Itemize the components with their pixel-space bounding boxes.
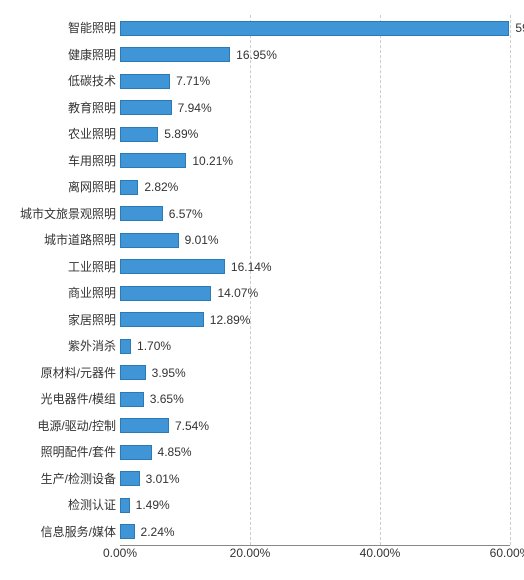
value-label: 7.71% bbox=[176, 75, 210, 87]
value-label: 14.07% bbox=[217, 287, 258, 299]
category-label: 农业照明 bbox=[6, 128, 116, 140]
bar bbox=[120, 339, 131, 354]
value-label: 59.91% bbox=[515, 22, 524, 34]
horizontal-bar-chart: 0.00%20.00%40.00%60.00%智能照明59.91%健康照明16.… bbox=[10, 10, 514, 570]
category-label: 检测认证 bbox=[6, 499, 116, 511]
bar bbox=[120, 498, 130, 513]
category-label: 原材料/元器件 bbox=[6, 367, 116, 379]
bar bbox=[120, 153, 186, 168]
bar bbox=[120, 259, 225, 274]
x-tick-label: 0.00% bbox=[103, 546, 137, 560]
category-label: 离网照明 bbox=[6, 181, 116, 193]
value-label: 9.01% bbox=[185, 234, 219, 246]
gridline bbox=[380, 15, 381, 545]
category-label: 城市道路照明 bbox=[6, 234, 116, 246]
bar bbox=[120, 100, 172, 115]
plot-area bbox=[120, 15, 510, 546]
value-label: 4.85% bbox=[158, 446, 192, 458]
bar bbox=[120, 312, 204, 327]
value-label: 5.89% bbox=[164, 128, 198, 140]
category-label: 教育照明 bbox=[6, 102, 116, 114]
value-label: 6.57% bbox=[169, 208, 203, 220]
category-label: 工业照明 bbox=[6, 261, 116, 273]
value-label: 7.94% bbox=[178, 102, 212, 114]
bar bbox=[120, 180, 138, 195]
category-label: 低碳技术 bbox=[6, 75, 116, 87]
category-label: 信息服务/媒体 bbox=[6, 526, 116, 538]
category-label: 家居照明 bbox=[6, 314, 116, 326]
bar bbox=[120, 524, 135, 539]
value-label: 7.54% bbox=[175, 420, 209, 432]
bar bbox=[120, 206, 163, 221]
category-label: 智能照明 bbox=[6, 22, 116, 34]
bar bbox=[120, 74, 170, 89]
value-label: 12.89% bbox=[210, 314, 251, 326]
bar bbox=[120, 286, 211, 301]
bar bbox=[120, 127, 158, 142]
value-label: 16.95% bbox=[236, 49, 277, 61]
x-tick-label: 40.00% bbox=[360, 546, 401, 560]
gridline bbox=[510, 15, 511, 545]
value-label: 1.70% bbox=[137, 340, 171, 352]
value-label: 2.24% bbox=[141, 526, 175, 538]
value-label: 3.65% bbox=[150, 393, 184, 405]
bar bbox=[120, 471, 140, 486]
value-label: 2.82% bbox=[144, 181, 178, 193]
category-label: 生产/检测设备 bbox=[6, 473, 116, 485]
category-label: 城市文旅景观照明 bbox=[6, 208, 116, 220]
x-tick-label: 20.00% bbox=[230, 546, 271, 560]
gridline bbox=[250, 15, 251, 545]
value-label: 3.01% bbox=[146, 473, 180, 485]
bar bbox=[120, 392, 144, 407]
bar bbox=[120, 418, 169, 433]
bar bbox=[120, 233, 179, 248]
category-label: 车用照明 bbox=[6, 155, 116, 167]
category-label: 健康照明 bbox=[6, 49, 116, 61]
category-label: 紫外消杀 bbox=[6, 340, 116, 352]
value-label: 1.49% bbox=[136, 499, 170, 511]
bar bbox=[120, 47, 230, 62]
category-label: 电源/驱动/控制 bbox=[6, 420, 116, 432]
bar bbox=[120, 445, 152, 460]
x-tick-label: 60.00% bbox=[490, 546, 524, 560]
bar bbox=[120, 365, 146, 380]
category-label: 商业照明 bbox=[6, 287, 116, 299]
value-label: 16.14% bbox=[231, 261, 272, 273]
bar bbox=[120, 21, 509, 36]
category-label: 光电器件/模组 bbox=[6, 393, 116, 405]
value-label: 10.21% bbox=[192, 155, 233, 167]
category-label: 照明配件/套件 bbox=[6, 446, 116, 458]
value-label: 3.95% bbox=[152, 367, 186, 379]
